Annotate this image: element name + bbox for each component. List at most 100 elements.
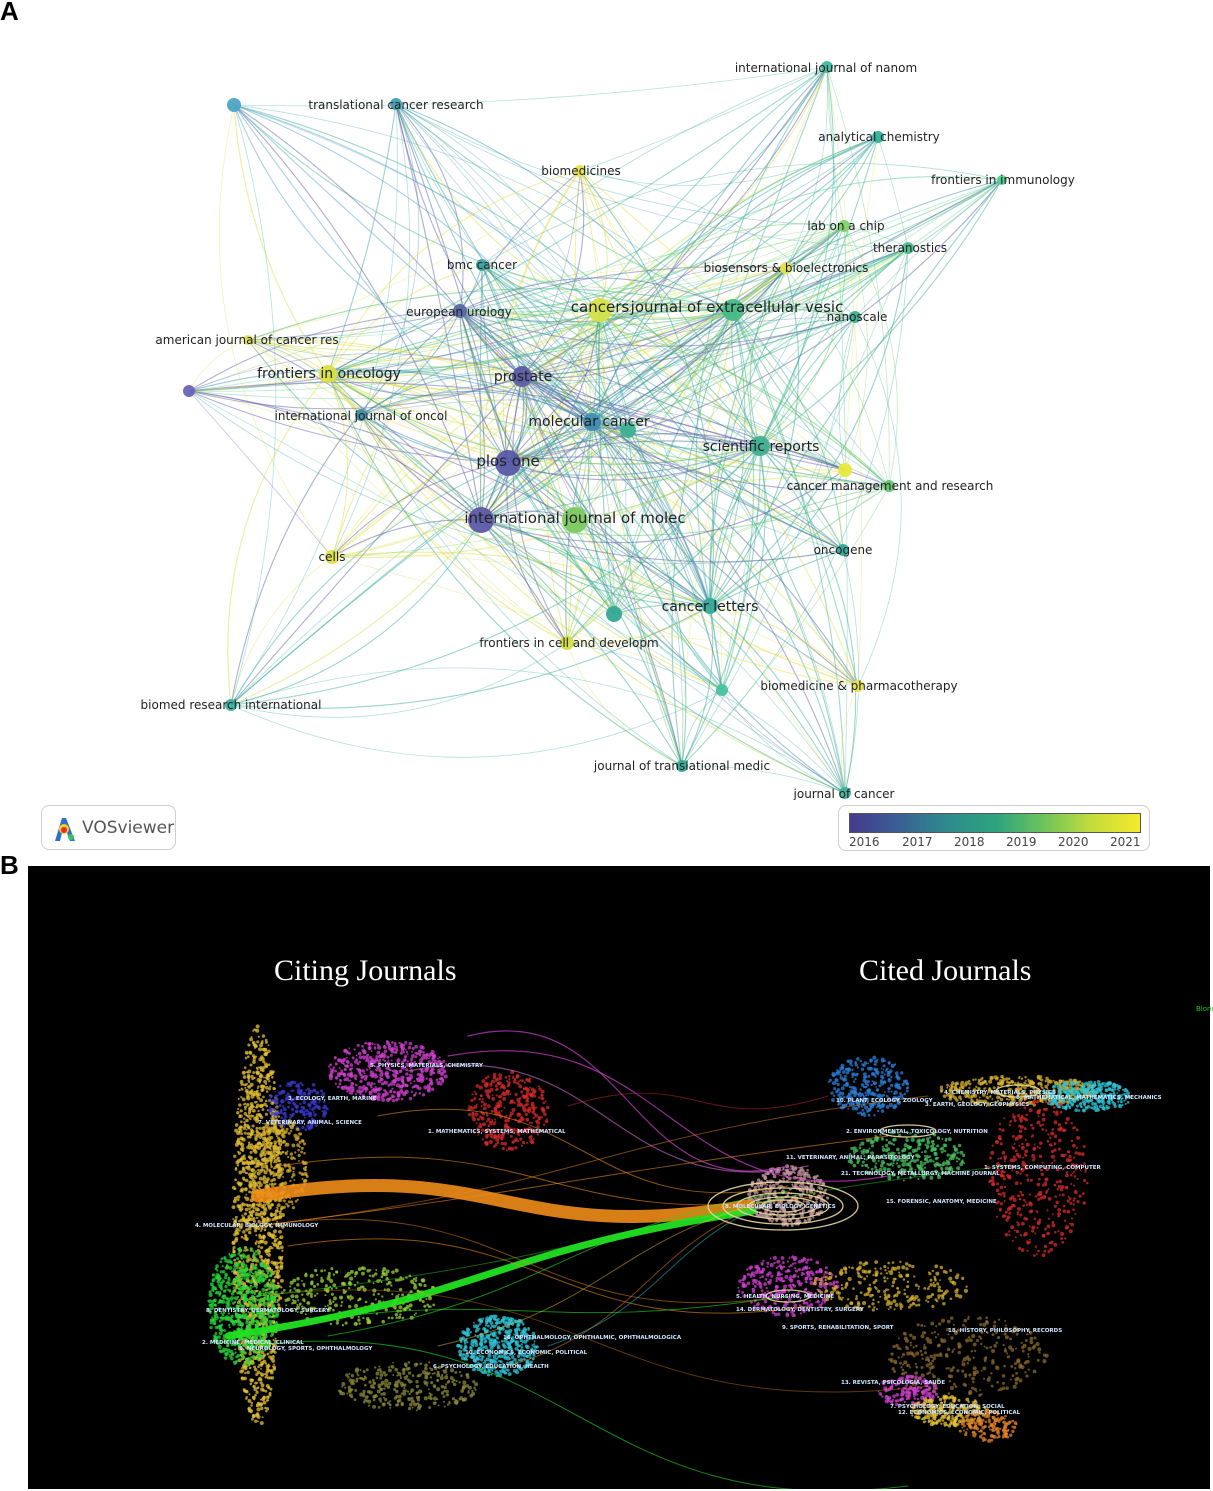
journal-dot bbox=[368, 1380, 372, 1384]
journal-dot bbox=[403, 1055, 408, 1059]
journal-dot bbox=[298, 1092, 301, 1095]
journal-dot bbox=[493, 1134, 497, 1137]
journal-dot bbox=[285, 1084, 288, 1087]
journal-dot bbox=[287, 1105, 291, 1109]
journal-dot bbox=[318, 1098, 322, 1102]
journal-dot bbox=[306, 1301, 311, 1305]
journal-dot bbox=[268, 1286, 272, 1290]
journal-dot bbox=[303, 1116, 306, 1119]
citation-link bbox=[507, 462, 723, 691]
journal-dot bbox=[300, 1095, 305, 1100]
journal-dot bbox=[278, 1198, 283, 1202]
journal-dot bbox=[349, 1091, 354, 1095]
journal-dot bbox=[526, 1127, 529, 1130]
journal-dot bbox=[405, 1367, 410, 1371]
journal-dot bbox=[265, 1121, 269, 1124]
journal-dot bbox=[494, 1084, 498, 1088]
journal-dot bbox=[439, 1376, 444, 1381]
journal-dot bbox=[265, 1085, 269, 1090]
journal-dot bbox=[320, 1278, 325, 1283]
journal-dot bbox=[297, 1299, 300, 1302]
journal-dot bbox=[348, 1047, 351, 1050]
citation-link bbox=[574, 519, 846, 794]
journal-dot bbox=[267, 1314, 272, 1319]
journal-dot bbox=[344, 1274, 349, 1278]
citation-link bbox=[591, 309, 734, 423]
journal-dot bbox=[261, 1069, 265, 1073]
journal-dot bbox=[323, 1269, 326, 1272]
journal-dot bbox=[253, 1365, 257, 1369]
journal-dot bbox=[269, 1274, 273, 1278]
journal-dot bbox=[260, 1258, 264, 1262]
journal-dot bbox=[239, 1114, 243, 1118]
journal-dot bbox=[377, 1079, 382, 1084]
citation-link bbox=[709, 485, 890, 607]
journal-dot bbox=[290, 1294, 295, 1299]
journal-dot bbox=[243, 1219, 248, 1224]
citation-link bbox=[507, 462, 683, 767]
journal-dot bbox=[223, 1316, 227, 1320]
journal-dot bbox=[230, 1270, 233, 1273]
journal-dot bbox=[296, 1143, 300, 1147]
journal-dot bbox=[399, 1375, 402, 1378]
citation-link bbox=[521, 374, 846, 794]
citation-link bbox=[327, 170, 581, 375]
journal-dot bbox=[372, 1282, 375, 1285]
journal-dot bbox=[466, 1375, 470, 1380]
journal-dot bbox=[277, 1166, 280, 1169]
journal-dot bbox=[305, 1088, 308, 1092]
journal-dot bbox=[530, 1094, 534, 1098]
citation-link bbox=[247, 338, 593, 423]
journal-dot bbox=[230, 1299, 233, 1302]
journal-dot bbox=[262, 1396, 266, 1400]
journal-dot bbox=[278, 1247, 281, 1250]
journal-dot bbox=[236, 1280, 239, 1283]
journal-dot bbox=[501, 1137, 504, 1140]
journal-dot bbox=[237, 1204, 241, 1209]
citation-link bbox=[681, 445, 761, 767]
journal-dot bbox=[376, 1043, 380, 1047]
journal-dot bbox=[392, 1090, 396, 1094]
journal-dot bbox=[415, 1077, 419, 1081]
citation-link bbox=[230, 605, 711, 709]
journal-dot bbox=[306, 1087, 310, 1091]
journal-dot bbox=[239, 1302, 242, 1305]
journal-dot bbox=[361, 1393, 366, 1398]
journal-dot bbox=[519, 1137, 523, 1141]
journal-dot bbox=[270, 1122, 274, 1126]
journal-dot bbox=[357, 1051, 362, 1056]
journal-dot bbox=[255, 1118, 260, 1124]
journal-dot bbox=[368, 1055, 373, 1060]
journal-dot bbox=[244, 1207, 249, 1212]
journal-dot bbox=[228, 1326, 231, 1329]
journal-dot bbox=[261, 1416, 264, 1419]
journal-dot bbox=[880, 1109, 885, 1113]
journal-node bbox=[468, 507, 494, 533]
journal-dot bbox=[332, 1066, 336, 1069]
journal-dot bbox=[514, 1371, 517, 1374]
journal-dot bbox=[394, 1367, 398, 1372]
journal-dot bbox=[261, 1269, 265, 1273]
journal-node-label: analytical chemistry bbox=[818, 130, 940, 144]
journal-dot bbox=[880, 1070, 884, 1074]
journal-dot bbox=[303, 1098, 306, 1101]
journal-dot bbox=[355, 1083, 358, 1087]
journal-dot bbox=[348, 1389, 352, 1393]
journal-dot bbox=[251, 1378, 254, 1381]
journal-dot bbox=[216, 1280, 221, 1284]
journal-dot bbox=[266, 1258, 270, 1263]
journal-dot bbox=[489, 1122, 493, 1126]
citation-link bbox=[230, 556, 333, 706]
journal-dot bbox=[396, 1059, 400, 1063]
journal-dot bbox=[387, 1381, 392, 1386]
journal-dot bbox=[256, 1161, 260, 1166]
journal-dot bbox=[358, 1322, 361, 1325]
journal-node bbox=[243, 335, 253, 345]
citation-link bbox=[521, 306, 734, 376]
journal-dot bbox=[268, 1106, 272, 1109]
journal-dot bbox=[546, 1105, 550, 1110]
journal-dot bbox=[249, 1284, 252, 1287]
journal-dot bbox=[394, 1047, 398, 1051]
citation-link bbox=[327, 309, 601, 378]
journal-dot bbox=[260, 1255, 263, 1258]
